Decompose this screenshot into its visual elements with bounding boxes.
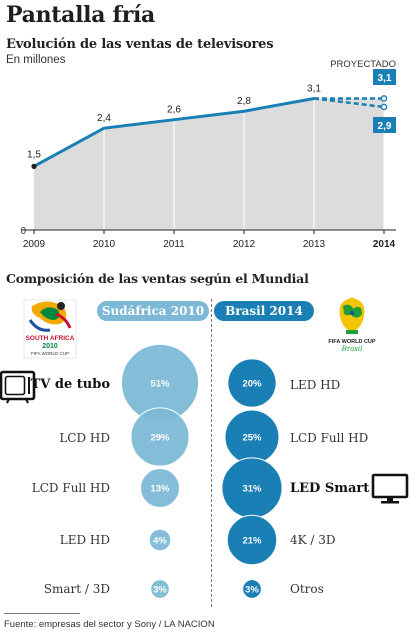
projection-high-badge [373, 69, 396, 85]
source-rule [4, 613, 80, 614]
line-chart: 0 2009 2010 2011 2012 2013 2014 1,5 2,4 2,6 2,8 3,1… [20, 59, 396, 250]
label-led-hd-2010: LED HD [59, 533, 110, 547]
label-led-hd-2014: LED HD [290, 378, 341, 392]
label-smart-3d-2010: Smart / 3D [43, 582, 110, 596]
label-lcd-full-hd-2014: LCD Full HD [290, 431, 369, 445]
line-chart-subtitle: En millones [6, 54, 66, 66]
bubble-0-4 [150, 579, 170, 599]
x-tick-label-2010: 2010 [93, 239, 116, 250]
bubble-1-3 [226, 514, 278, 566]
bubble-value-0-1: 29% [150, 433, 170, 444]
series-line [33, 97, 315, 168]
projection-high-value: 3,1 [378, 73, 392, 84]
bubble-value-1-4: 3% [245, 585, 259, 596]
x-tick-label-2011: 2011 [163, 239, 185, 250]
bubble-value-1-1: 25% [242, 433, 262, 444]
bubble-1-4 [242, 579, 262, 599]
label-lcd-full-hd-2010: LCD Full HD [31, 481, 110, 495]
projection-label: PROYECTADO [330, 59, 396, 70]
value-label-2013: 3,1 [307, 83, 321, 94]
bubble-value-0-0: 51% [150, 379, 170, 390]
value-label-2010: 2,4 [97, 113, 111, 124]
bubble-value-0-4: 3% [153, 585, 167, 596]
value-label-2012: 2,8 [237, 96, 251, 107]
x-tick-label-2012: 2012 [233, 239, 256, 250]
bubble-value-0-2: 13% [150, 484, 170, 495]
projection-low-point [380, 103, 388, 111]
group-divider [211, 299, 212, 607]
label-4k-3d-2014: 4K / 3D [290, 533, 336, 547]
group-sudafrica-2010-pill: Sudáfrica 2010 [97, 301, 209, 321]
bubble-value-1-3: 21% [242, 536, 262, 547]
start-point [31, 163, 37, 169]
projection-low-line [313, 97, 385, 109]
source-note: Fuente: empresas del sector y Sony / LA … [4, 619, 215, 630]
value-label-2009: 1,5 [27, 149, 41, 160]
projection-low-badge [373, 117, 396, 133]
x-tick-label-2013: 2013 [303, 239, 326, 250]
label-otros-2014: Otros [290, 582, 324, 596]
value-label-2011: 2,6 [167, 105, 181, 116]
label-led-smart-2014: LED Smart [290, 481, 370, 496]
bubble-0-3 [148, 528, 172, 552]
x-tick-label-2014: 2014 [373, 239, 396, 250]
label-lcd-hd-2010: LCD HD [59, 431, 110, 445]
area-fill [34, 98, 384, 230]
y-tick-0: 0 [20, 226, 26, 237]
projection-low-value: 2,9 [378, 121, 392, 132]
bubble-chart-title: Composición de las ventas según el Mundi… [6, 271, 309, 286]
bubble-value-1-2: 31% [242, 484, 262, 495]
bubble-0-1 [130, 407, 190, 467]
bubble-0-2 [140, 468, 180, 508]
bubble-1-0 [227, 358, 277, 408]
page-title: Pantalla fría [6, 2, 156, 28]
bubble-value-1-0: 20% [242, 379, 262, 390]
label-tv-de-tubo: TV de tubo [30, 377, 110, 392]
bubble-value-0-3: 4% [153, 536, 167, 547]
group-brasil-2014-pill: Brasil 2014 [214, 301, 314, 321]
x-tick-label-2009: 2009 [23, 239, 46, 250]
projection-high-point [380, 95, 388, 102]
line-chart-title: Evolución de las ventas de televisores [6, 37, 274, 52]
